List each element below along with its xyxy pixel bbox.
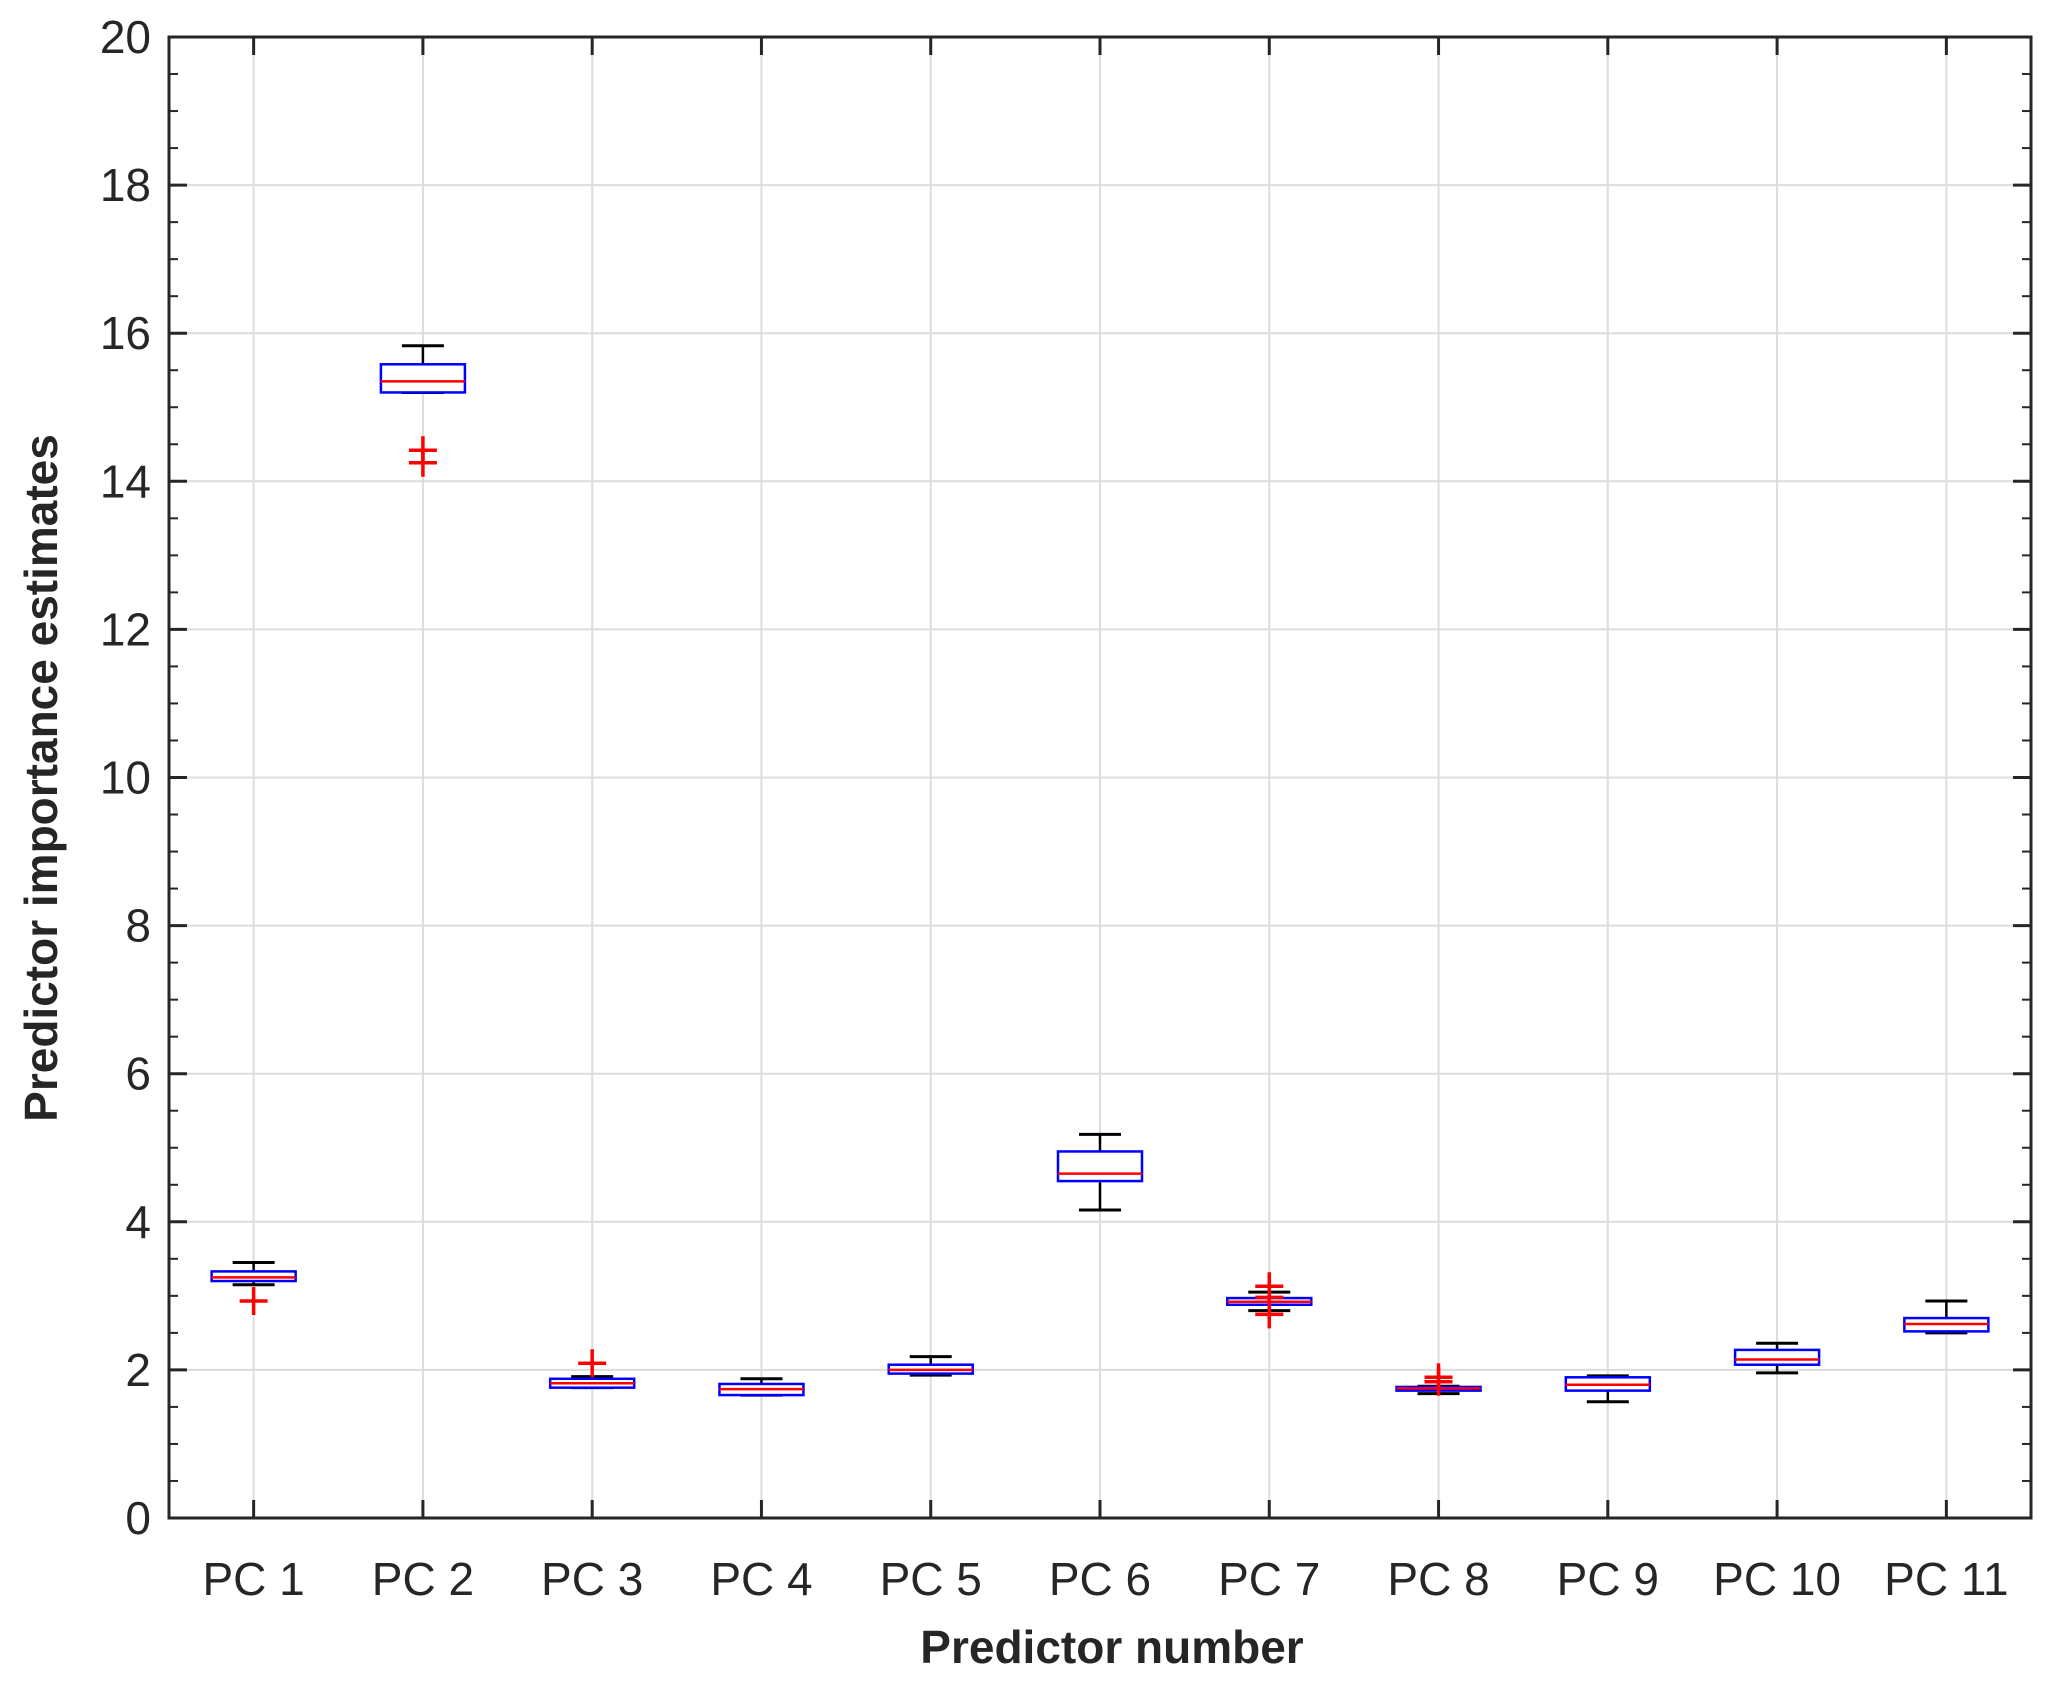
grid-lines [169,36,2031,1519]
box-pc-9 [1564,1374,1652,1404]
x-tick-label: PC 6 [1049,1553,1151,1605]
outlier-marker [578,1349,607,1378]
y-tick-label: 20 [100,11,151,63]
outlier-marker [1255,1300,1284,1329]
y-tick-label: 16 [100,307,151,359]
x-tick-label: PC 10 [1713,1553,1841,1605]
y-axis-label: Predictor importance estimates [15,434,67,1122]
outlier-marker [239,1287,268,1316]
x-tick-label: PC 5 [880,1553,982,1605]
box-pc-2 [379,344,467,477]
box-pc-7 [1226,1272,1313,1329]
box-pc-11 [1903,1299,1990,1335]
box-pc-4 [718,1377,805,1397]
y-tick-label: 0 [125,1492,151,1544]
x-tick-label: PC 2 [372,1553,474,1605]
y-tick-label: 2 [125,1344,151,1396]
y-tick-label: 10 [100,752,151,804]
iqr-box [379,363,467,394]
x-tick-label: PC 9 [1557,1553,1659,1605]
box-pc-6 [1056,1132,1144,1212]
box-pc-5 [887,1355,974,1377]
outlier-marker [1424,1367,1453,1396]
box-pc-10 [1733,1341,1821,1375]
axis-ticks: 0 2 4 6 8 10 12 14 16 18 20 PC 1 PC 2 PC 3 PC 4 PC 5 PC … [100,11,2031,1605]
x-tick-label: PC 7 [1218,1553,1320,1605]
x-tick-label: PC 4 [710,1553,812,1605]
y-tick-label: 4 [125,1196,151,1248]
y-tick-label: 6 [125,1048,151,1100]
x-axis-label: Predictor number [920,1621,1304,1673]
x-tick-label: PC 8 [1387,1553,1489,1605]
box-pc-8 [1395,1363,1482,1396]
box-pc-1 [210,1261,297,1316]
x-tick-label: PC 11 [1884,1553,2008,1605]
y-tick-label: 18 [100,159,151,211]
box-pc-3 [548,1349,636,1390]
y-tick-label: 14 [100,455,151,507]
x-tick-label: PC 3 [541,1553,643,1605]
box-plots [210,344,1990,1404]
y-tick-label: 8 [125,900,151,952]
y-tick-label: 12 [100,603,151,655]
iqr-box [1056,1150,1144,1183]
iqr-box [1733,1348,1821,1366]
x-tick-label: PC 1 [203,1553,305,1605]
outlier-marker [408,448,437,477]
